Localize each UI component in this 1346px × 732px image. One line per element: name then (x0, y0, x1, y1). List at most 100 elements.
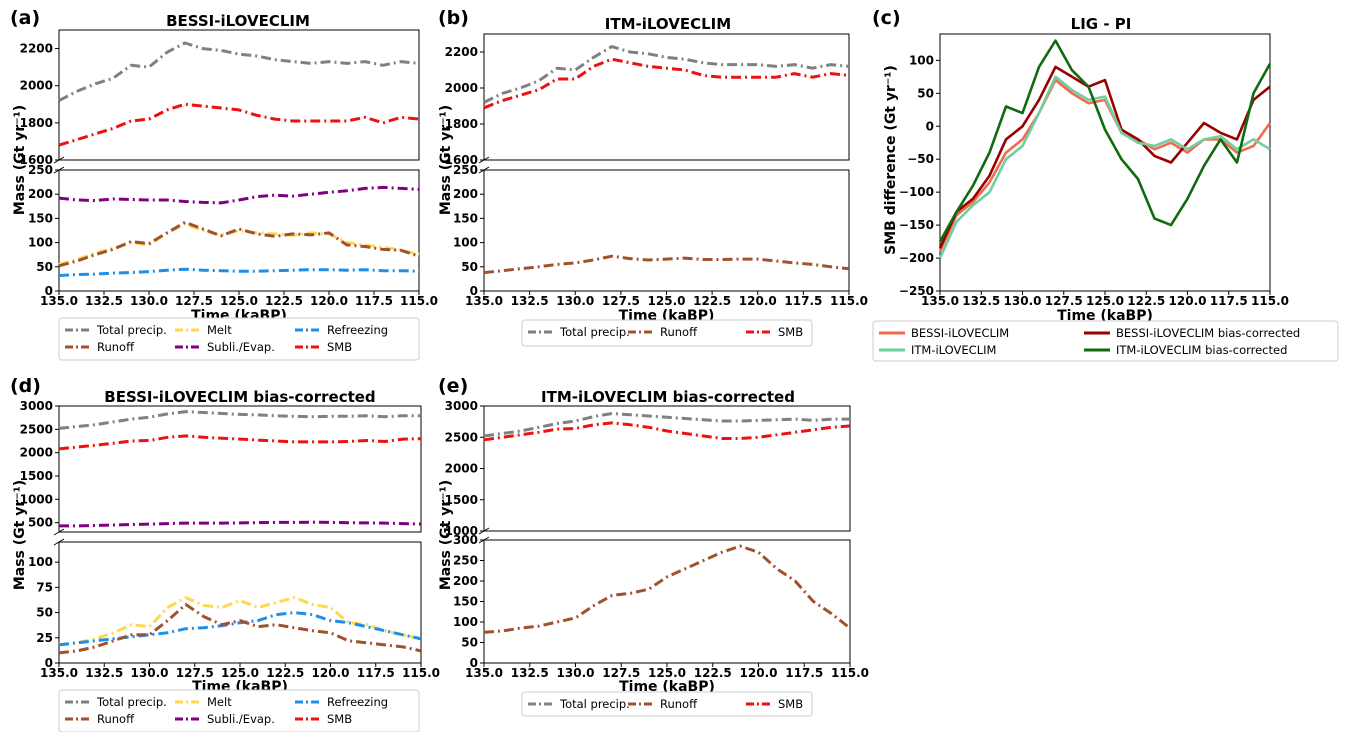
x-tick-label: 120.0 (740, 666, 778, 680)
y-tick-label: 2000 (445, 81, 478, 95)
y-tick-label: 1500 (445, 493, 478, 507)
panel-label: (c) (872, 7, 901, 29)
y-tick-label: 150 (28, 211, 53, 225)
axis-break-mark (478, 536, 490, 544)
x-tick-label: 127.5 (176, 666, 214, 680)
series-line-subli-evap (58, 185, 420, 205)
legend-box (872, 320, 1339, 362)
panel-label: (e) (438, 375, 468, 397)
y-tick-label: 100 (909, 53, 934, 67)
series-line-refreezing (58, 267, 420, 277)
y-tick-label: 200 (28, 187, 53, 201)
y-tick-label: 0 (470, 656, 478, 670)
y-tick-label: 2200 (20, 42, 53, 56)
x-tick-label: 135.0 (465, 294, 503, 308)
y-tick-label: 50 (36, 260, 53, 274)
panel-title: ITM-iLOVECLIM bias-corrected (541, 388, 795, 406)
panel-b: (b) ITM-iLOVECLIM 1600 1800 2000 2200 0 50 100 15… (438, 7, 868, 347)
x-tick-label: 122.5 (693, 294, 731, 308)
x-tick-label: 135.0 (921, 294, 959, 308)
series-line-itm-iloveclim-bias-corrected (938, 39, 1272, 243)
y-tick-label: 2500 (20, 422, 53, 436)
y-tick-label: 1000 (445, 524, 478, 538)
x-tick-label: 117.5 (355, 294, 393, 308)
legend-label: SMB (327, 712, 352, 726)
legend-label: Runoff (660, 697, 698, 711)
x-tick-label: 130.0 (1004, 294, 1042, 308)
x-tick-label: 117.5 (1210, 294, 1248, 308)
x-tick-label: 130.0 (557, 666, 595, 680)
plot-frame (483, 405, 851, 532)
panel-label: (a) (10, 7, 40, 29)
y-tick-label: 0 (45, 284, 53, 298)
axes-lower: 0 50 100 150 200 250 (453, 163, 850, 298)
x-tick-label: 132.5 (85, 666, 123, 680)
legend: Total precip. Runoff SMB (521, 691, 813, 717)
legend-label: Subli./Evap. (207, 340, 275, 354)
y-tick-label: −50 (907, 152, 934, 166)
x-tick-label: 120.0 (312, 666, 350, 680)
x-tick-label: 125.0 (1086, 294, 1124, 308)
axis-break-mark (478, 527, 490, 535)
legend-label: Subli./Evap. (207, 712, 275, 726)
series-line-refreezing (58, 611, 422, 647)
y-tick-label: 200 (453, 574, 478, 588)
axis-break-mark (478, 166, 490, 174)
legend-label: Refreezing (327, 695, 388, 709)
plot-frame (483, 169, 850, 292)
x-tick-label: 135.0 (40, 294, 78, 308)
y-tick-label: −200 (899, 251, 934, 265)
x-tick-label: 120.0 (310, 294, 348, 308)
y-tick-label: 1800 (20, 116, 53, 130)
legend-label: Total precip. (559, 697, 630, 711)
x-tick-label: 127.5 (602, 294, 640, 308)
x-axis-label: Time (kaBP) (619, 679, 715, 695)
plot-frame (483, 539, 851, 664)
x-tick-label: 135.0 (40, 666, 78, 680)
legend-label: SMB (778, 325, 803, 339)
panel-title: BESSI-iLOVECLIM bias-corrected (104, 388, 375, 406)
x-tick-label: 122.5 (266, 666, 304, 680)
legend-label: Refreezing (327, 323, 388, 337)
series-line-smb (483, 57, 850, 110)
x-tick-label: 127.5 (175, 294, 213, 308)
x-tick-label: 132.5 (85, 294, 123, 308)
x-tick-label: 122.5 (265, 294, 303, 308)
x-tick-label: 115.0 (1251, 294, 1289, 308)
y-tick-label: 50 (917, 86, 934, 100)
y-axis-label: Mass (Gt yr⁻¹) (438, 480, 454, 590)
x-tick-label: 130.0 (131, 666, 169, 680)
legend-label: Runoff (660, 325, 698, 339)
y-axis-label: SMB difference (Gt yr⁻¹) (883, 65, 899, 255)
legend-label: Melt (207, 695, 232, 709)
legend: Total precip. Runoff SMB (521, 319, 813, 347)
y-tick-label: 50 (461, 636, 478, 650)
y-tick-label: 250 (28, 163, 53, 177)
legend-label: Total precip. (96, 323, 167, 337)
y-tick-label: 1500 (20, 469, 53, 483)
axis-break-mark (53, 528, 65, 536)
plot-frame (58, 541, 422, 664)
axes-upper: 1600 1800 2000 2200 (445, 33, 850, 167)
y-tick-label: 0 (926, 119, 934, 133)
plot-frame (939, 33, 1271, 292)
legend: Total precip. Melt Refreezing Runoff Subli./… (58, 689, 420, 732)
x-tick-label: 115.0 (831, 666, 869, 680)
axis-break-mark (478, 156, 490, 164)
panel-c: (c) LIG - PI −250 −200 −150 −100 −50 0 50 100 135.… (872, 7, 1339, 362)
y-tick-label: 50 (461, 260, 478, 274)
plot-frame (483, 33, 850, 161)
x-tick-label: 117.5 (357, 666, 395, 680)
legend: Total precip. Melt Refreezing Runoff Subli./… (58, 317, 420, 361)
y-tick-label: 100 (453, 615, 478, 629)
y-tick-label: 250 (453, 554, 478, 568)
y-tick-label: 100 (28, 236, 53, 250)
legend-label: BESSI-iLOVECLIM (911, 326, 1009, 340)
legend-label: ITM-iLOVECLIM (911, 343, 996, 357)
y-tick-label: 300 (453, 533, 478, 547)
legend-box (521, 319, 813, 347)
x-axis-label: Time (kaBP) (1057, 308, 1153, 324)
y-tick-label: 1600 (20, 153, 53, 167)
panel-label: (d) (10, 375, 41, 397)
y-tick-label: 500 (28, 516, 53, 530)
